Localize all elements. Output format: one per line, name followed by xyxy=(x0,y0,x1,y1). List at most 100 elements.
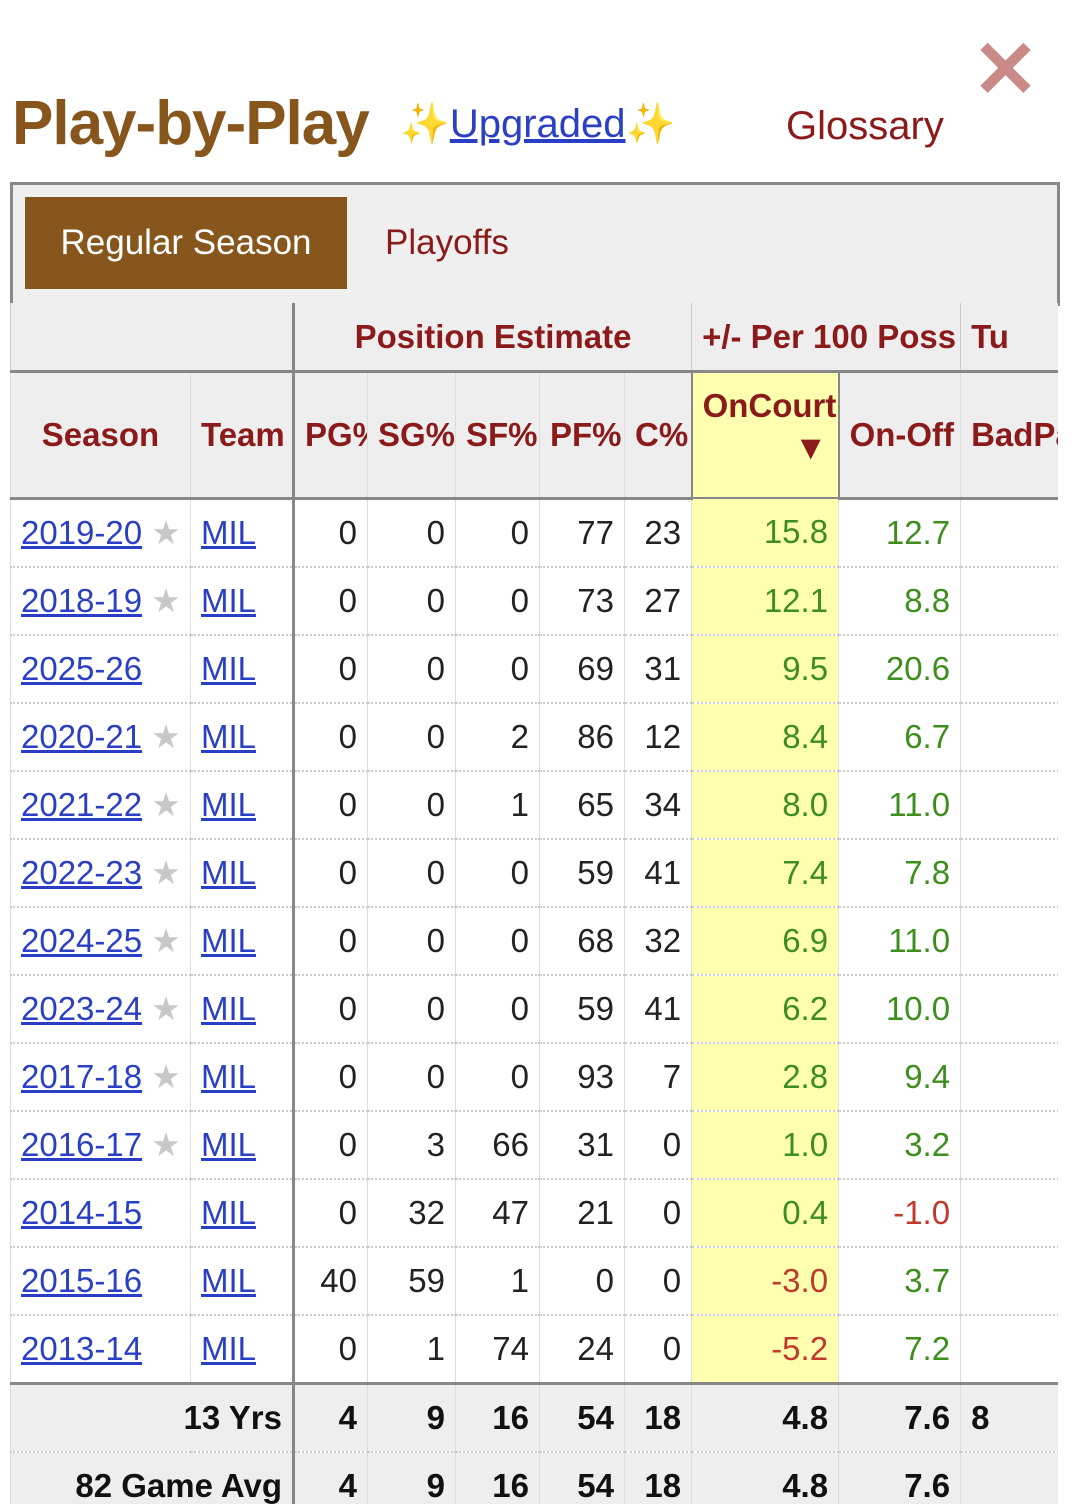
season-cell: 2016-17 ★ xyxy=(10,1110,191,1180)
oncourt-cell: -3.0 xyxy=(691,1246,839,1316)
pf-cell: 68 xyxy=(539,906,625,976)
team-cell: MIL xyxy=(190,702,294,772)
season-link[interactable]: 2020-21 xyxy=(21,718,143,755)
all-star-icon: ★ xyxy=(151,990,181,1027)
sf-cell: 0 xyxy=(455,906,540,976)
column-header-team[interactable]: Team xyxy=(190,371,294,500)
season-link[interactable]: 2019-20 xyxy=(21,514,143,551)
group-header-position: Position Estimate xyxy=(291,303,692,373)
badpass-cell xyxy=(960,1042,1058,1112)
season-link[interactable]: 2016-17 xyxy=(21,1126,143,1163)
onoff-cell: 8.8 xyxy=(838,566,961,636)
season-cell: 2020-21 ★ xyxy=(10,702,191,772)
sf-cell: 1 xyxy=(455,1246,540,1316)
table-row: 2015-16 MIL 40 59 1 0 0 -3.0 3.7 xyxy=(10,1246,1058,1316)
group-header-plusminus: +/- Per 100 Poss xyxy=(691,303,961,373)
column-header-onoff[interactable]: On-Off xyxy=(838,371,961,500)
sg-cell: 0 xyxy=(367,498,456,568)
column-header-c[interactable]: C% xyxy=(623,371,692,500)
badpass-cell xyxy=(960,1110,1058,1180)
pg-cell: 0 xyxy=(292,1178,368,1248)
onoff-cell: 20.6 xyxy=(838,634,961,704)
c-cell: 41 xyxy=(623,974,692,1044)
all-star-icon: ★ xyxy=(151,922,181,959)
team-link[interactable]: MIL xyxy=(201,989,257,1027)
season-link[interactable]: 2025-26 xyxy=(21,649,143,687)
season-link[interactable]: 2015-16 xyxy=(21,1261,143,1299)
season-cell: 2014-15 xyxy=(10,1178,191,1248)
onoff-cell: 3.7 xyxy=(838,1246,961,1316)
c-total: 18 xyxy=(623,1451,692,1504)
oncourt-cell: 0.4 xyxy=(691,1178,839,1248)
pf-cell: 21 xyxy=(539,1178,625,1248)
c-cell: 0 xyxy=(623,1314,692,1384)
season-link[interactable]: 2023-24 xyxy=(21,990,143,1027)
table-row: 2022-23 ★ MIL 0 0 0 59 41 7.4 7.8 xyxy=(10,838,1058,908)
upgraded-link[interactable]: Upgraded xyxy=(449,102,626,146)
totals-label: 82 Game Avg xyxy=(10,1451,294,1504)
sg-cell: 0 xyxy=(367,566,456,636)
table-row: 2013-14 MIL 0 1 74 24 0 -5.2 7.2 xyxy=(10,1314,1058,1384)
close-icon[interactable]: ✕ xyxy=(972,25,1040,114)
team-cell: MIL xyxy=(190,838,294,908)
column-header-sf[interactable]: SF% xyxy=(455,371,540,500)
totals-label: 13 Yrs xyxy=(10,1381,294,1453)
pf-cell: 69 xyxy=(539,634,625,704)
team-link[interactable]: MIL xyxy=(201,649,257,687)
column-header-season[interactable]: Season xyxy=(10,371,191,500)
season-link[interactable]: 2017-18 xyxy=(21,1058,143,1095)
team-link[interactable]: MIL xyxy=(201,1125,257,1163)
season-link[interactable]: 2014-15 xyxy=(21,1193,143,1231)
team-link[interactable]: MIL xyxy=(201,717,257,755)
team-link[interactable]: MIL xyxy=(201,513,257,551)
pf-cell: 65 xyxy=(539,770,625,840)
all-star-icon: ★ xyxy=(151,1058,181,1095)
season-link[interactable]: 2022-23 xyxy=(21,854,143,891)
sf-total: 16 xyxy=(455,1381,540,1453)
pg-cell: 0 xyxy=(292,906,368,976)
badpass-cell xyxy=(960,634,1058,704)
season-link[interactable]: 2018-19 xyxy=(21,582,143,619)
team-link[interactable]: MIL xyxy=(201,1193,257,1231)
team-link[interactable]: MIL xyxy=(201,785,257,823)
c-cell: 41 xyxy=(623,838,692,908)
column-header-oncourt[interactable]: OnCourt ▼ xyxy=(690,370,840,499)
team-link[interactable]: MIL xyxy=(201,853,257,891)
team-link[interactable]: MIL xyxy=(201,1057,257,1095)
team-link[interactable]: MIL xyxy=(201,1329,257,1367)
season-cell: 2022-23 ★ xyxy=(10,838,191,908)
badpass-cell xyxy=(960,1178,1058,1248)
tab-playoffs[interactable]: Playoffs xyxy=(385,223,509,262)
column-header-pf[interactable]: PF% xyxy=(539,371,625,500)
pf-cell: 59 xyxy=(539,974,625,1044)
season-cell: 2024-25 ★ xyxy=(10,906,191,976)
team-cell: MIL xyxy=(190,770,294,840)
column-header-label: Team xyxy=(201,415,285,453)
team-link[interactable]: MIL xyxy=(201,921,257,959)
tab-regular-season[interactable]: Regular Season xyxy=(25,197,347,289)
table-row: 2017-18 ★ MIL 0 0 0 93 7 2.8 9.4 xyxy=(10,1042,1058,1112)
column-header-pg[interactable]: PG% xyxy=(292,371,368,500)
c-cell: 31 xyxy=(623,634,692,704)
sf-cell: 0 xyxy=(455,838,540,908)
glossary-link[interactable]: Glossary xyxy=(786,104,944,148)
season-link[interactable]: 2024-25 xyxy=(21,922,143,959)
team-link[interactable]: MIL xyxy=(201,581,257,619)
extra-total: 8 xyxy=(960,1381,1058,1453)
pf-total: 54 xyxy=(539,1381,625,1453)
sg-cell: 0 xyxy=(367,1042,456,1112)
sparkle-icon: ✨ xyxy=(625,102,676,146)
season-link[interactable]: 2021-22 xyxy=(21,786,143,823)
season-link[interactable]: 2013-14 xyxy=(21,1329,143,1367)
c-cell: 0 xyxy=(623,1110,692,1180)
pg-cell: 40 xyxy=(292,1246,368,1316)
pg-cell: 0 xyxy=(292,1110,368,1180)
stats-table-container[interactable]: Position Estimate +/- Per 100 Poss Tu Se… xyxy=(10,303,1058,1504)
team-link[interactable]: MIL xyxy=(201,1261,257,1299)
onoff-cell: 11.0 xyxy=(838,906,961,976)
onoff-cell: -1.0 xyxy=(838,1178,961,1248)
column-header-sg[interactable]: SG% xyxy=(367,371,456,500)
column-header-badpa[interactable]: BadPa xyxy=(960,371,1058,500)
sf-cell: 2 xyxy=(455,702,540,772)
season-cell: 2019-20 ★ xyxy=(10,498,191,568)
